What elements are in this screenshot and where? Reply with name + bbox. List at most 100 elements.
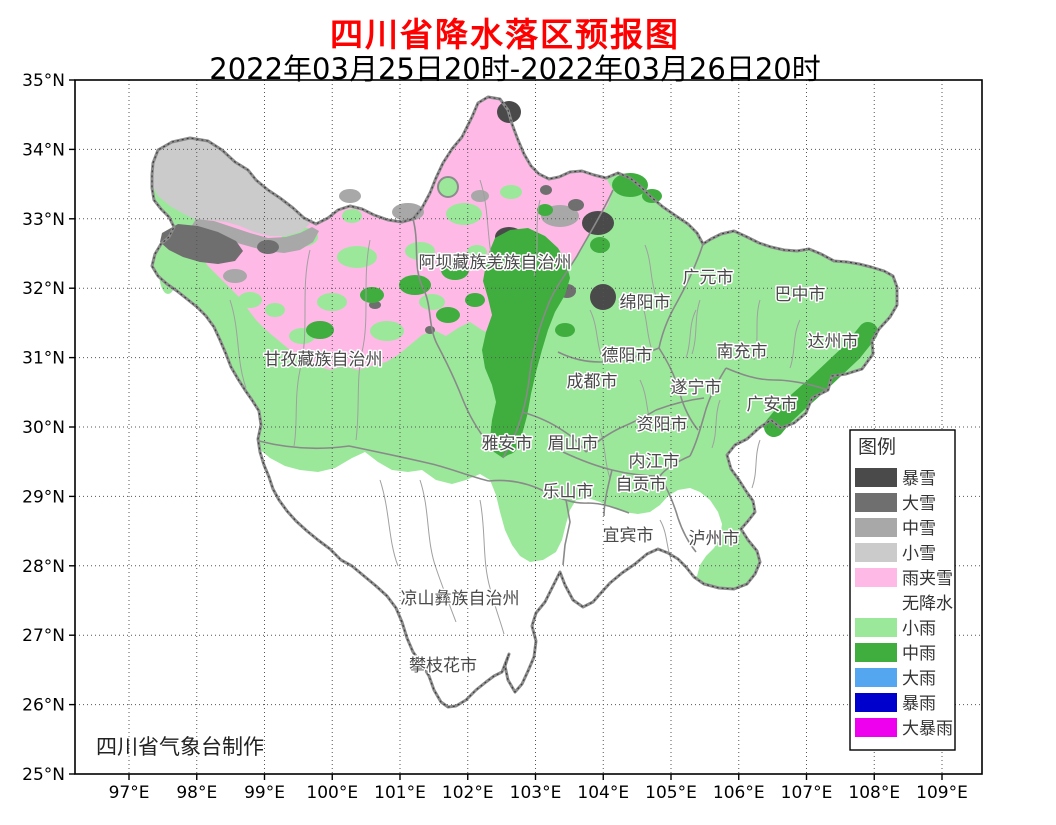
- legend-label: 暴雪: [902, 469, 936, 489]
- prefecture-boundary-line: [689, 367, 727, 457]
- city-label: 内江市: [629, 452, 680, 472]
- county-boundary-line: [229, 299, 247, 389]
- x-tick-label: 97°E: [109, 783, 150, 803]
- prefecture-boundary-line: [725, 367, 829, 391]
- legend-swatch: [855, 693, 897, 712]
- y-tick-label: 27°N: [22, 626, 65, 646]
- x-tick-label: 105°E: [645, 783, 697, 803]
- region-heavy-snow-blob: [160, 224, 243, 264]
- region-mid-rain-patch: [555, 323, 575, 337]
- region-mid-rain-central: [482, 228, 570, 458]
- legend-swatch: [855, 518, 897, 537]
- city-label: 绵阳市: [620, 293, 671, 313]
- city-label: 巴中市: [775, 285, 826, 305]
- county-boundary-line: [533, 199, 541, 277]
- city-label: 甘孜藏族自治州: [264, 350, 383, 370]
- x-tick-label: 102°E: [442, 783, 494, 803]
- prefecture-boundaries: [258, 189, 829, 566]
- region-mid-rain-patch: [590, 237, 610, 253]
- x-tick-label: 107°E: [781, 783, 833, 803]
- region-light-rain-patch: [500, 185, 522, 199]
- city-label: 南充市: [717, 342, 768, 362]
- y-tick-label: 35°N: [22, 71, 65, 91]
- county-boundary-line: [419, 479, 457, 623]
- axis-labels: 97°E 98°E 99°E 100°E 101°E 102°E 103°E 104°E 105…: [22, 71, 968, 803]
- y-tick-label: 32°N: [22, 279, 65, 299]
- county-boundary-line: [589, 309, 603, 359]
- prefecture-boundary-line: [557, 347, 660, 363]
- prefecture-boundary-line: [603, 469, 613, 517]
- x-tick-label: 99°E: [244, 783, 285, 803]
- province-border: [150, 95, 899, 709]
- city-label: 雅安市: [482, 434, 533, 454]
- region-light-rain-patch: [342, 209, 362, 223]
- region-heavy-snow-patch: [257, 240, 279, 254]
- y-tick-label: 34°N: [22, 140, 65, 160]
- region-light-rain-patch: [265, 303, 285, 317]
- city-label: 宜宾市: [603, 526, 654, 546]
- legend-swatch: [855, 718, 897, 737]
- region-light-rain-patch: [238, 292, 262, 308]
- legend-label: 小雪: [902, 544, 936, 564]
- legend-label: 无降水: [902, 594, 953, 614]
- region-mid-rain-patch: [436, 307, 460, 323]
- county-boundary-line: [355, 239, 371, 441]
- region-mid-snow-patch: [223, 269, 247, 283]
- x-tick-label: 103°E: [510, 783, 562, 803]
- region-heavy-snow-patch: [568, 199, 584, 211]
- legend-swatch: [855, 618, 897, 637]
- county-boundary-line: [711, 399, 721, 449]
- city-label: 广元市: [683, 268, 734, 288]
- city-label: 自贡市: [616, 475, 667, 495]
- region-mid-rain-patch: [306, 321, 334, 339]
- region-mid-rain-patch: [612, 173, 648, 197]
- region-light-rain-patch: [446, 203, 482, 225]
- legend-swatch: [855, 643, 897, 662]
- city-label: 遂宁市: [671, 378, 722, 398]
- county-boundary-line: [599, 429, 611, 479]
- city-label: 攀枝花市: [409, 656, 477, 676]
- x-tick-label: 104°E: [577, 783, 629, 803]
- county-boundary-line: [479, 179, 495, 267]
- border-enclave: [437, 176, 459, 198]
- axis-ticks: [69, 79, 943, 780]
- city-label: 达州市: [808, 332, 859, 352]
- x-tick-label: 100°E: [306, 783, 358, 803]
- legend-swatch: [855, 593, 897, 612]
- prefecture-boundary-line: [658, 243, 704, 349]
- prefecture-boundary-line: [412, 218, 489, 444]
- x-tick-label: 101°E: [374, 783, 426, 803]
- region-light-rain-patch: [419, 294, 445, 310]
- legend-label: 雨夹雪: [902, 569, 953, 589]
- prefecture-boundary-line: [521, 411, 587, 453]
- county-boundary-line: [753, 299, 761, 361]
- region-light-rain-patch: [337, 246, 377, 268]
- region-light-rain-patch: [159, 250, 177, 294]
- legend-label: 大雨: [902, 669, 936, 689]
- province-border-dashed: [151, 96, 898, 708]
- legend-swatch: [855, 468, 897, 487]
- region-mid-rain-patch: [441, 260, 469, 280]
- legend-label: 中雨: [902, 644, 936, 664]
- y-tick-label: 25°N: [22, 765, 65, 785]
- x-tick-label: 108°E: [848, 783, 900, 803]
- y-tick-label: 33°N: [22, 210, 65, 230]
- region-mid-rain-patch: [360, 287, 384, 303]
- city-label: 广安市: [747, 395, 798, 415]
- credit-label: 四川省气象台制作: [96, 735, 264, 759]
- region-heavy-snow-patch: [540, 185, 552, 195]
- y-tick-label: 29°N: [22, 487, 65, 507]
- legend-swatch: [855, 568, 897, 587]
- legend-label: 大雪: [902, 494, 936, 514]
- legend-label: 中雪: [902, 519, 936, 539]
- city-label: 凉山彝族自治州: [401, 589, 520, 609]
- region-storm-snow-patch: [582, 211, 614, 235]
- y-tick-label: 26°N: [22, 696, 65, 716]
- legend-label: 暴雨: [902, 694, 936, 714]
- city-label: 成都市: [567, 372, 618, 392]
- prefecture-boundary-line: [502, 189, 614, 459]
- region-mid-rain-patch: [399, 275, 431, 295]
- county-boundary-line: [639, 299, 653, 351]
- legend-swatch: [855, 543, 897, 562]
